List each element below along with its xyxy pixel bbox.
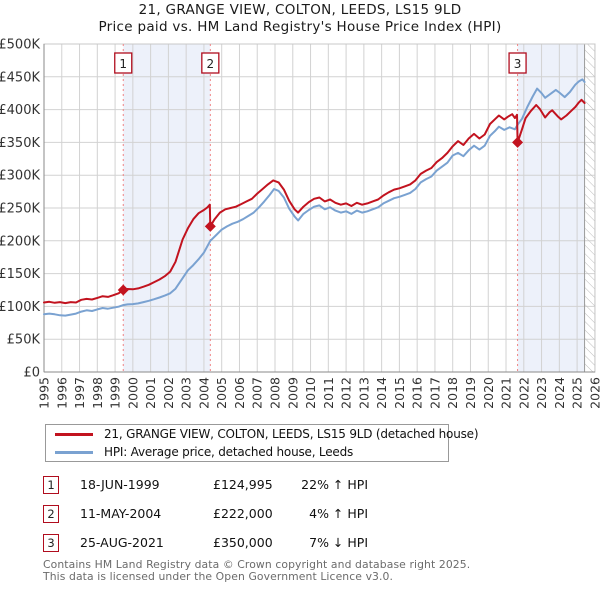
svg-text:1996: 1996	[54, 377, 69, 409]
svg-text:2014: 2014	[374, 377, 389, 409]
svg-text:1: 1	[119, 57, 127, 71]
sale-marker-number: 1	[43, 476, 59, 494]
legend-item-hpi: HPI: Average price, detached house, Leed…	[46, 444, 448, 460]
footer-license: Contains HM Land Registry data © Crown c…	[43, 559, 583, 583]
svg-text:2001: 2001	[143, 377, 158, 409]
sale-row: 3 25-AUG-2021 £350,000 7% ↓ HPI	[0, 534, 600, 554]
svg-text:£50K: £50K	[7, 333, 41, 348]
svg-text:2005: 2005	[214, 377, 229, 409]
svg-text:2: 2	[207, 57, 215, 71]
sale-hpi-change: 4% ↑ HPI	[309, 506, 368, 521]
sale-hpi-change: 22% ↑ HPI	[301, 477, 368, 492]
price-chart: 1 2 3 £0 £50K £100K £150K £200K £250K £300K £350K £…	[0, 38, 600, 409]
chart-header: 21, GRANGE VIEW, COLTON, LEEDS, LS15 9LD…	[0, 2, 600, 35]
svg-text:£200K: £200K	[0, 234, 40, 249]
svg-text:2017: 2017	[427, 377, 442, 409]
svg-text:2024: 2024	[552, 377, 567, 409]
svg-text:2003: 2003	[179, 377, 194, 409]
sale-price: £222,000	[213, 506, 273, 521]
svg-text:1999: 1999	[108, 377, 123, 409]
sale-hpi-change: 7% ↓ HPI	[309, 535, 368, 550]
property-line-swatch	[55, 432, 93, 436]
sale-price: £350,000	[213, 535, 273, 550]
svg-text:2002: 2002	[161, 377, 176, 409]
svg-text:2019: 2019	[463, 377, 478, 409]
svg-text:2007: 2007	[250, 377, 265, 409]
svg-text:£250K: £250K	[0, 202, 40, 217]
svg-text:3: 3	[514, 57, 522, 71]
footer-copyright-line: Contains HM Land Registry data © Crown c…	[43, 558, 471, 571]
svg-text:2006: 2006	[232, 377, 247, 409]
svg-text:2026: 2026	[587, 377, 600, 409]
legend-item-property: 21, GRANGE VIEW, COLTON, LEEDS, LS15 9LD…	[46, 426, 479, 442]
svg-text:2022: 2022	[516, 377, 531, 409]
svg-text:2015: 2015	[392, 377, 407, 409]
legend-label-property: 21, GRANGE VIEW, COLTON, LEEDS, LS15 9LD…	[104, 427, 479, 441]
sale-date: 18-JUN-1999	[80, 477, 160, 492]
legend-label-hpi: HPI: Average price, detached house, Leed…	[104, 445, 354, 459]
hpi-line-swatch	[55, 450, 93, 454]
sale-row: 1 18-JUN-1999 £124,995 22% ↑ HPI	[0, 476, 600, 496]
svg-text:£400K: £400K	[0, 103, 40, 118]
svg-text:£450K: £450K	[0, 70, 40, 85]
svg-text:2018: 2018	[445, 377, 460, 409]
svg-text:2009: 2009	[285, 377, 300, 409]
svg-text:2010: 2010	[303, 377, 318, 409]
svg-text:£500K: £500K	[0, 38, 40, 53]
svg-text:2021: 2021	[499, 377, 514, 409]
svg-text:2008: 2008	[268, 377, 283, 409]
svg-text:£0: £0	[23, 366, 40, 381]
sale-marker-number: 3	[43, 534, 59, 552]
footer-licence-line: This data is licensed under the Open Gov…	[43, 569, 394, 583]
svg-text:2000: 2000	[125, 377, 140, 409]
svg-text:£300K: £300K	[0, 169, 40, 184]
sale-row: 2 11-MAY-2004 £222,000 4% ↑ HPI	[0, 505, 600, 525]
svg-text:2020: 2020	[481, 377, 496, 409]
svg-text:£350K: £350K	[0, 136, 40, 151]
svg-text:1998: 1998	[90, 377, 105, 409]
chart-subtitle: Price paid vs. HM Land Registry's House …	[98, 18, 502, 35]
svg-text:2004: 2004	[196, 377, 211, 409]
sale-date: 25-AUG-2021	[80, 535, 164, 550]
sale-marker-number: 2	[43, 505, 59, 523]
svg-text:1997: 1997	[72, 377, 87, 409]
chart-legend: 21, GRANGE VIEW, COLTON, LEEDS, LS15 9LD…	[45, 424, 479, 462]
svg-text:1995: 1995	[37, 377, 52, 409]
sale-price: £124,995	[213, 477, 273, 492]
svg-text:£150K: £150K	[0, 267, 40, 282]
svg-text:2016: 2016	[410, 377, 425, 409]
svg-text:2012: 2012	[339, 377, 354, 409]
svg-text:£100K: £100K	[0, 300, 40, 315]
svg-text:2023: 2023	[534, 377, 549, 409]
svg-text:2013: 2013	[356, 377, 371, 409]
svg-text:2011: 2011	[321, 377, 336, 409]
sale-date: 11-MAY-2004	[80, 506, 162, 521]
svg-text:2025: 2025	[570, 377, 585, 409]
chart-title: 21, GRANGE VIEW, COLTON, LEEDS, LS15 9LD	[138, 2, 462, 18]
